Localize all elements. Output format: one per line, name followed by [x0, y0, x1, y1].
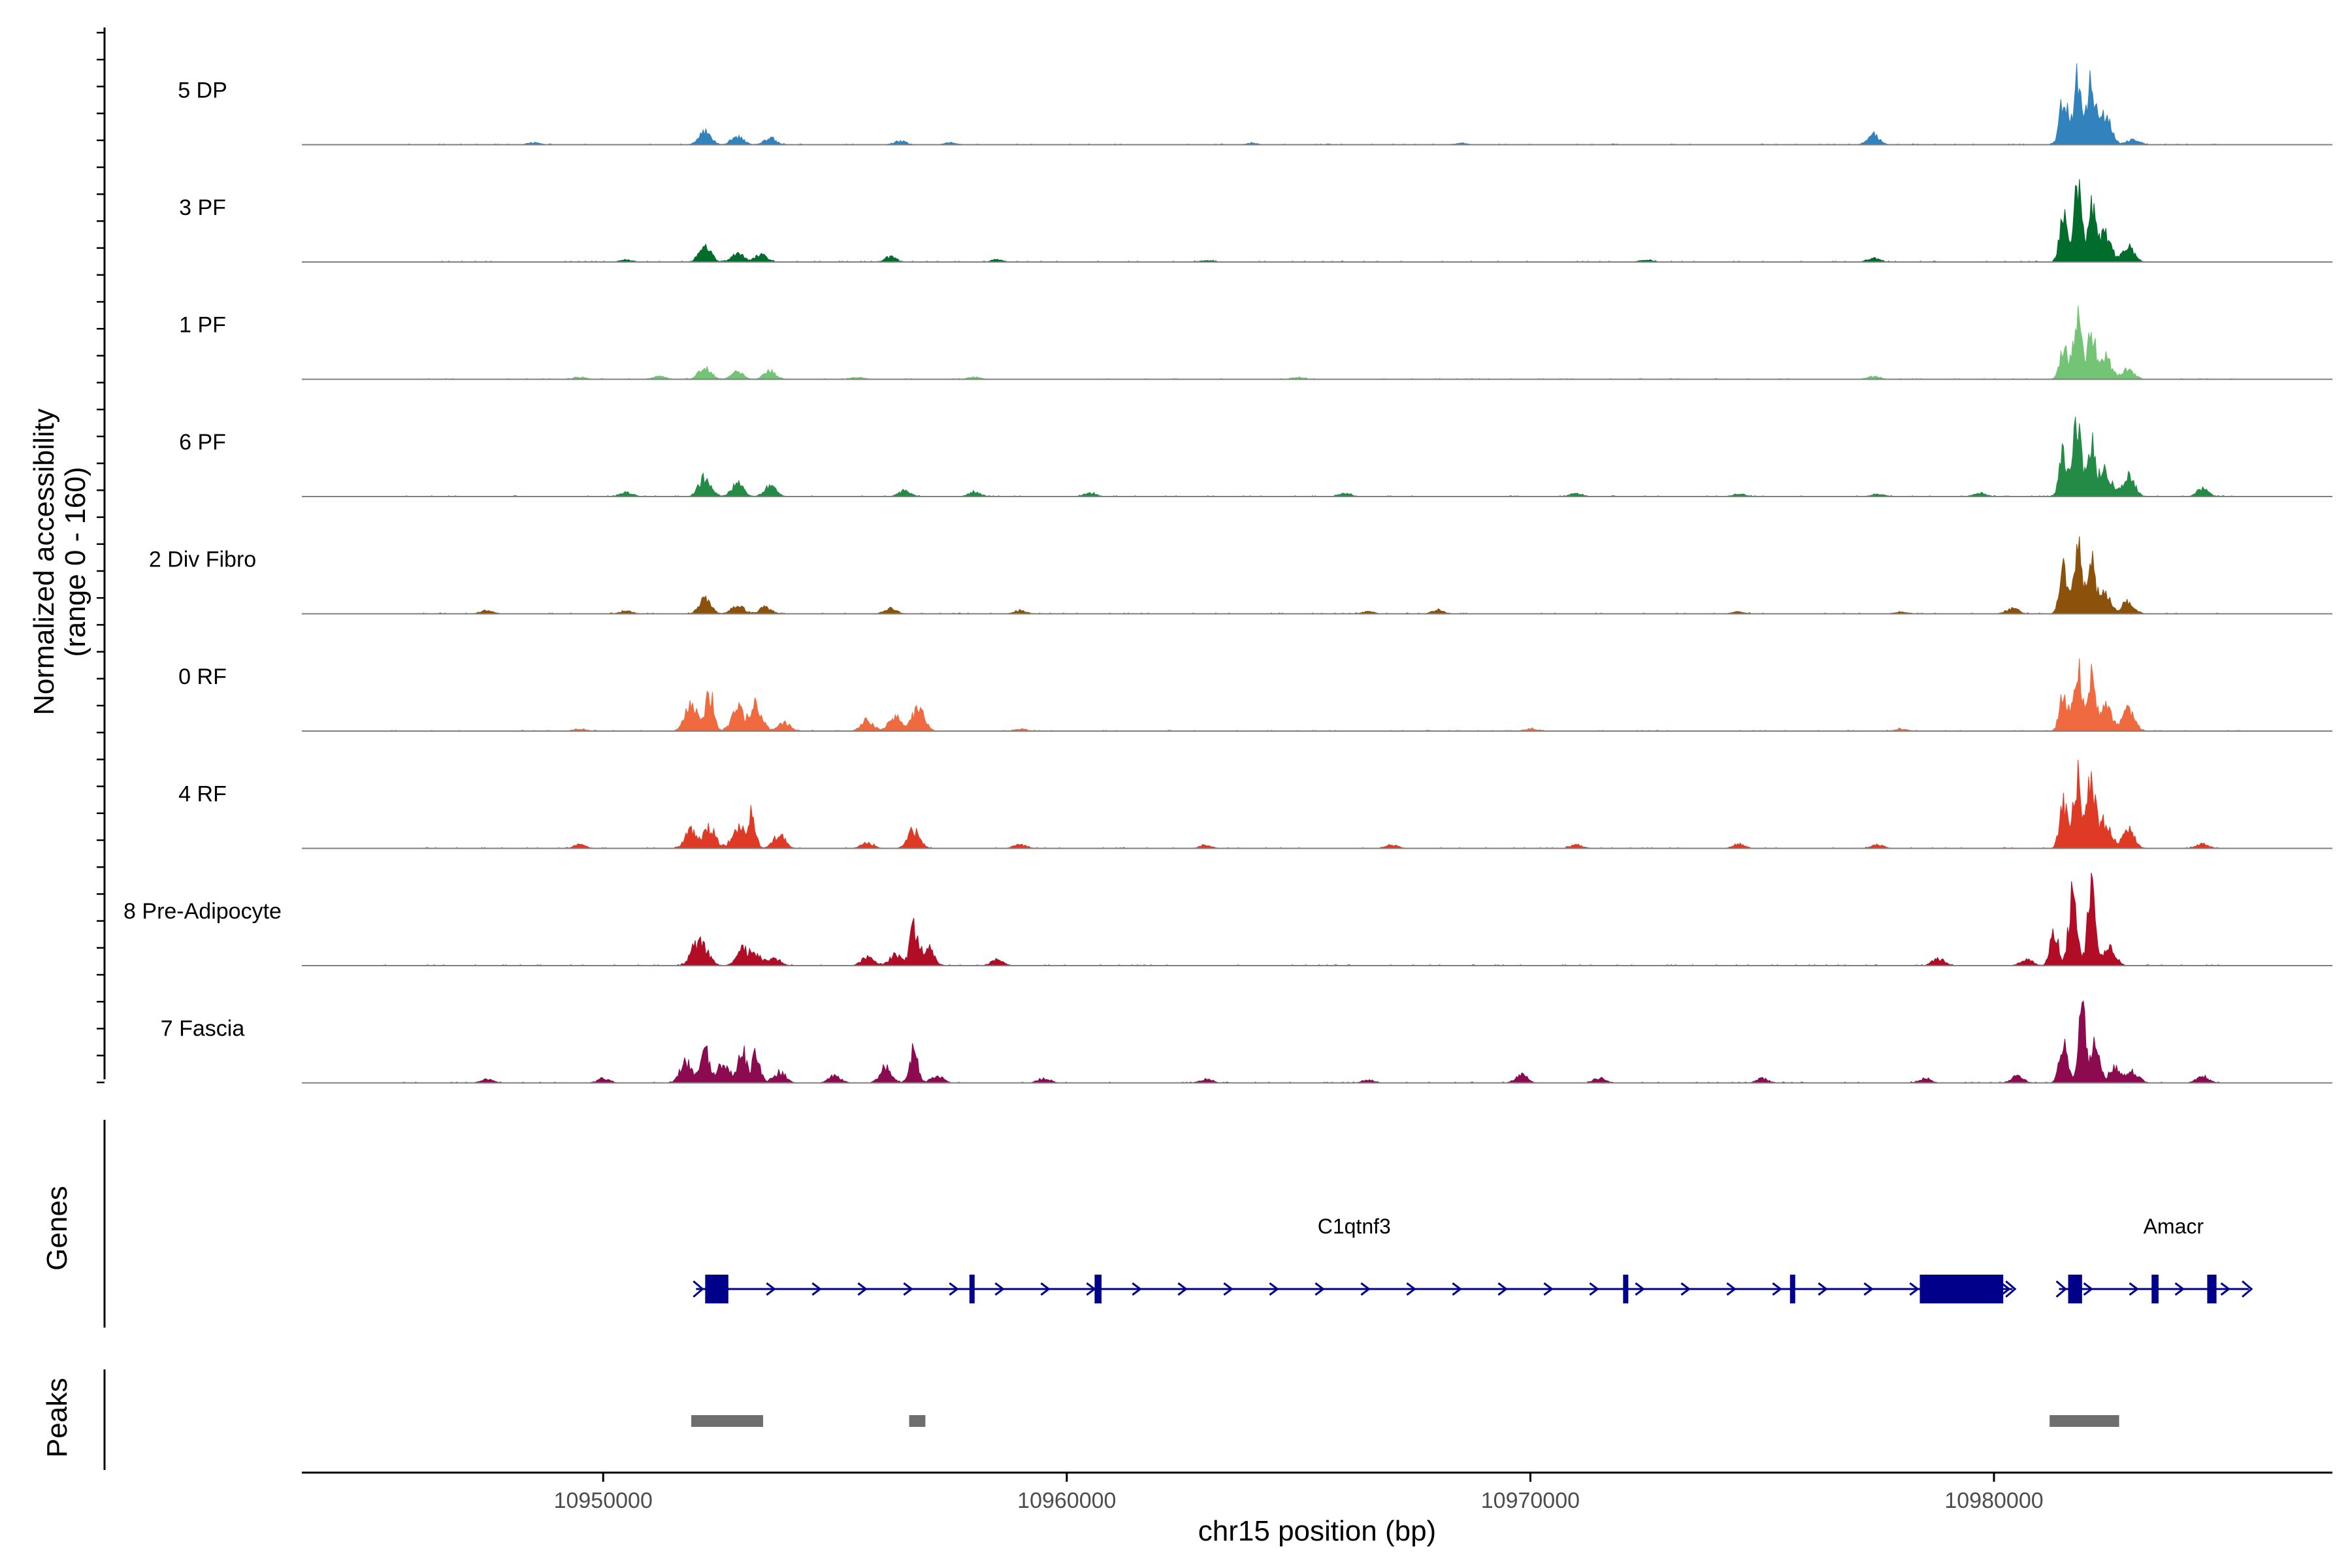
track-1-pf: 1 PF: [179, 305, 2332, 380]
coverage-area: [385, 416, 2240, 497]
coverage-area: [385, 1000, 2240, 1084]
strand-arrow: [1680, 1282, 1691, 1296]
exon: [1623, 1275, 1629, 1303]
x-axis-ticks: 10950000 10960000 10970000 10980000: [554, 1473, 2044, 1513]
x-tick-label: 10980000: [1944, 1488, 2043, 1513]
strand-arrow: [1360, 1282, 1371, 1296]
peak-region: [2050, 1415, 2119, 1427]
strand-arrow: [1040, 1282, 1051, 1296]
coverage-area: [385, 63, 2240, 146]
exon: [1789, 1275, 1795, 1303]
x-axis-title: chr15 position (bp): [1198, 1515, 1436, 1547]
track-6-pf: 6 PF: [179, 416, 2332, 497]
track-label: 7 Fascia: [161, 1017, 245, 1041]
track-5-dp: 5 DP: [178, 63, 2332, 146]
strand-arrow: [903, 1282, 913, 1296]
track-label: 2 Div Fibro: [149, 547, 256, 572]
exon: [2068, 1275, 2082, 1303]
y-axis-title-line2: (range 0 - 160): [59, 466, 91, 657]
genes-track-title: Genes: [41, 1186, 73, 1271]
track-0-rf: 0 RF: [178, 658, 2332, 732]
coverage-area: [385, 179, 2240, 263]
strand-arrow: [1818, 1282, 1828, 1296]
exon: [2207, 1275, 2217, 1303]
coverage-area: [385, 658, 2240, 732]
strand-arrow: [1177, 1282, 1188, 1296]
strand-arrow: [2001, 1282, 2011, 1296]
strand-arrow: [1543, 1282, 1554, 1296]
strand-arrow: [994, 1282, 1005, 1296]
track-label: 1 PF: [179, 313, 226, 338]
exon: [1094, 1275, 1102, 1303]
x-tick-label: 10970000: [1481, 1488, 1580, 1513]
strand-arrow: [1223, 1282, 1233, 1296]
strand-arrow: [1406, 1282, 1416, 1296]
coverage-area: [385, 872, 2240, 966]
strand-arrow: [1863, 1282, 1874, 1296]
strand-arrow: [2129, 1282, 2140, 1296]
strand-arrow: [857, 1282, 868, 1296]
coverage-area: [385, 759, 2240, 849]
strand-arrow: [2005, 1280, 2017, 1298]
strand-arrow: [1635, 1282, 1645, 1296]
track-label: 6 PF: [179, 430, 226, 455]
strand-arrow: [1772, 1282, 1782, 1296]
y-axis-title: Normalized accessibility (range 0 - 160): [28, 408, 91, 715]
strand-arrow: [2055, 1280, 2067, 1298]
strand-arrow: [1132, 1282, 1142, 1296]
peak-track: [691, 1415, 2119, 1427]
track-7-fascia: 7 Fascia: [161, 1000, 2332, 1084]
peaks-track-title: Peaks: [41, 1378, 73, 1458]
strand-arrow: [1315, 1282, 1325, 1296]
strand-arrow: [1452, 1282, 1462, 1296]
strand-arrow: [766, 1282, 776, 1296]
gene-c1qtnf3: C1qtnf3: [693, 1215, 2017, 1303]
coverage-area: [385, 305, 2240, 380]
strand-arrow: [1726, 1282, 1737, 1296]
strand-arrow: [811, 1282, 822, 1296]
strand-arrow: [2220, 1282, 2231, 1296]
x-tick-label: 10950000: [554, 1488, 653, 1513]
strand-arrow: [949, 1282, 959, 1296]
peak-region: [909, 1415, 926, 1427]
coverage-area: [385, 536, 2240, 615]
y-axis-title-line1: Normalized accessibility: [28, 408, 60, 715]
strand-arrow: [2174, 1282, 2185, 1296]
strand-arrow: [693, 1280, 704, 1298]
track-label: 0 RF: [178, 664, 227, 689]
track-4-rf: 4 RF: [178, 759, 2332, 849]
track-label: 4 RF: [178, 782, 227, 807]
exon: [705, 1275, 728, 1303]
gene-track: C1qtnf3 Amacr: [693, 1215, 2253, 1303]
gene-label: Amacr: [2144, 1215, 2204, 1238]
gene-label: C1qtnf3: [1318, 1215, 1391, 1238]
coverage-tracks: 5 DP 3 PF 1 PF 6 PF 2 Div Fibro 0 RF 4 RF 8 Pre…: [123, 63, 2332, 1084]
track-label: 5 DP: [178, 78, 227, 103]
gene-amacr: Amacr: [2055, 1215, 2253, 1303]
strand-arrow: [1086, 1282, 1096, 1296]
exon: [969, 1275, 975, 1303]
track-3-pf: 3 PF: [179, 179, 2332, 263]
peak-region: [691, 1415, 764, 1427]
track-label: 3 PF: [179, 195, 226, 220]
track-8-pre-adipocyte: 8 Pre-Adipocyte: [123, 872, 2332, 966]
strand-arrow: [2083, 1282, 2094, 1296]
strand-arrow: [1589, 1282, 1599, 1296]
track-label: 8 Pre-Adipocyte: [123, 899, 282, 924]
strand-arrow: [1269, 1282, 1279, 1296]
strand-arrow: [2242, 1280, 2253, 1298]
coverage-y-ticks: [97, 31, 105, 1084]
strand-arrow: [1909, 1282, 1919, 1296]
exon: [2151, 1275, 2159, 1303]
x-tick-label: 10960000: [1017, 1488, 1116, 1513]
exon: [1919, 1275, 2004, 1303]
track-2-div-fibro: 2 Div Fibro: [149, 536, 2332, 615]
strand-arrow: [1497, 1282, 1508, 1296]
